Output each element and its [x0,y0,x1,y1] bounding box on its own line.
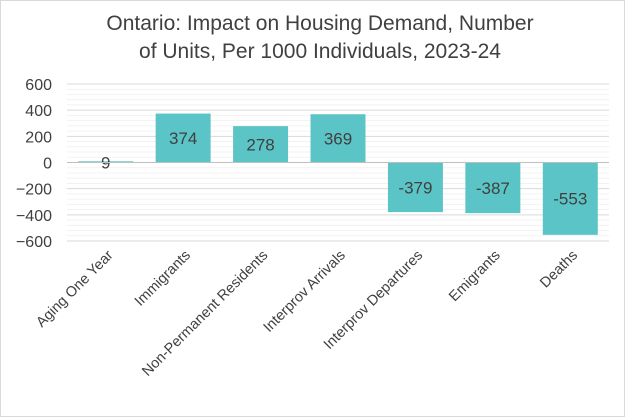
y-tick-label: 0 [43,156,52,173]
bar [155,113,211,163]
chart-title: Ontario: Impact on Housing Demand, Numbe… [40,10,600,66]
data-label: 374 [169,129,197,148]
x-tick-label: Aging One Year [33,247,116,330]
y-tick-label: −400 [16,208,52,225]
bar [542,162,598,235]
data-label: 278 [246,135,274,154]
bar [465,162,521,214]
y-tick-label: 600 [25,77,52,94]
data-label: -379 [398,178,432,197]
bar [387,162,443,213]
data-label: -553 [553,190,587,209]
y-tick-label: −600 [16,234,52,251]
x-tick-label: Non-Permanent Residents [139,248,271,380]
y-tick-label: 400 [25,103,52,120]
x-tick-label: Deaths [537,248,581,292]
bar [233,126,289,163]
data-label: -387 [476,179,510,198]
y-tick-label: 200 [25,129,52,146]
y-tick-label: −200 [16,182,52,199]
bar [310,114,366,163]
x-tick-label: Emigrants [446,248,503,305]
x-tick-label: Immigrants [132,248,194,310]
data-label: 369 [324,129,352,148]
chart-title-line-1: Ontario: Impact on Housing Demand, Numbe… [106,12,534,35]
x-tick-label: Interprov Arrivals [261,248,349,336]
chart-title-line-2: of Units, Per 1000 Individuals, 2023-24 [139,40,501,63]
